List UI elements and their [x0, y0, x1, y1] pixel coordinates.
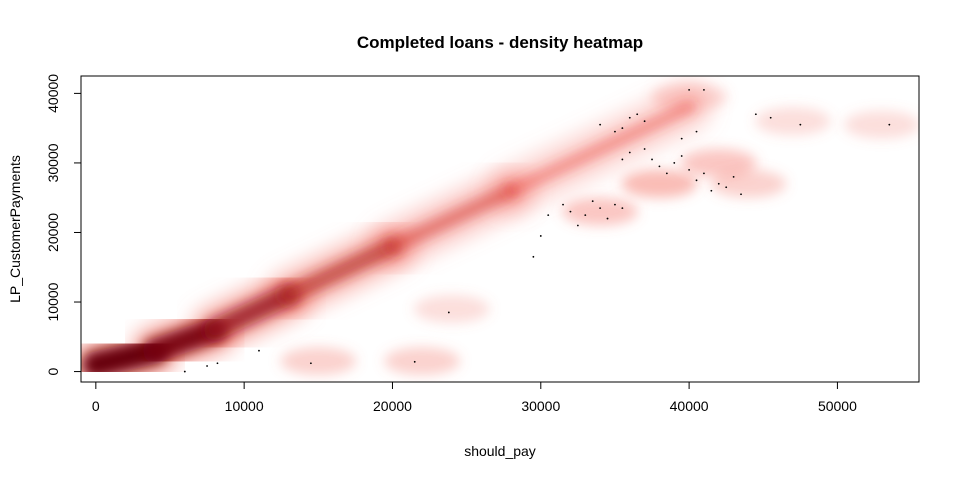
outlier-points — [183, 89, 891, 373]
density-blob — [413, 294, 490, 323]
outlier-point — [547, 214, 550, 216]
outlier-point — [599, 207, 602, 210]
outlier-point — [584, 214, 587, 216]
density-blob — [562, 197, 639, 226]
x-tick-label: 10000 — [225, 398, 264, 414]
y-tick-label: 40000 — [45, 74, 61, 113]
x-tick-label: 20000 — [373, 398, 412, 414]
outlier-point — [643, 120, 646, 123]
x-tick-label: 40000 — [670, 398, 709, 414]
outlier-point — [216, 362, 219, 365]
outlier-point — [628, 116, 631, 119]
x-axis-label: should_pay — [464, 443, 536, 459]
outlier-point — [680, 155, 683, 157]
density-blob — [280, 347, 357, 376]
outlier-point — [673, 162, 676, 164]
outlier-point — [413, 360, 416, 363]
x-axis: 0 10000 20000 30000 40000 50000 — [92, 381, 857, 414]
outlier-point — [576, 224, 579, 227]
outlier-point — [606, 217, 609, 220]
outlier-point — [532, 255, 535, 258]
outlier-point — [703, 172, 705, 175]
outlier-point — [569, 210, 572, 213]
outlier-point — [183, 370, 186, 373]
outlier-point — [539, 235, 542, 237]
outlier-point — [651, 158, 653, 161]
density-blob — [754, 107, 831, 136]
y-axis: 0 10000 20000 30000 40000 — [45, 74, 82, 375]
outlier-point — [754, 113, 757, 116]
outlier-point — [621, 158, 624, 161]
outlier-point — [599, 123, 602, 126]
outlier-point — [769, 116, 772, 119]
density-ridge — [385, 183, 519, 254]
density-layer — [81, 82, 919, 382]
outlier-point — [621, 207, 624, 210]
outlier-point — [725, 186, 728, 189]
density-blob — [384, 347, 461, 376]
outlier-point — [636, 113, 639, 116]
outlier-point — [658, 165, 661, 168]
y-tick-label: 20000 — [45, 213, 61, 252]
density-blob — [621, 169, 698, 198]
y-tick-label: 0 — [45, 367, 61, 375]
density-blob — [843, 110, 919, 139]
outlier-point — [680, 137, 683, 140]
density-ridge — [203, 284, 300, 341]
outlier-point — [695, 179, 698, 182]
outlier-point — [258, 349, 260, 352]
outlier-point — [665, 172, 668, 175]
outlier-point — [206, 365, 208, 367]
plot-area — [81, 82, 919, 382]
outlier-point — [799, 123, 802, 126]
outlier-point — [710, 189, 713, 192]
outlier-point — [643, 148, 646, 150]
outlier-point — [614, 130, 616, 133]
x-tick-label: 30000 — [521, 398, 560, 414]
outlier-point — [703, 89, 705, 91]
outlier-point — [562, 203, 564, 206]
y-tick-label: 10000 — [45, 282, 61, 321]
outlier-point — [717, 182, 720, 185]
outlier-point — [740, 193, 742, 196]
x-tick-label: 0 — [92, 398, 100, 414]
y-tick-label: 30000 — [45, 143, 61, 182]
outlier-point — [732, 175, 735, 178]
outlier-point — [695, 130, 698, 133]
outlier-point — [888, 123, 891, 126]
outlier-point — [447, 311, 450, 314]
y-axis-label: LP_CustomerPayments — [7, 155, 23, 303]
outlier-point — [309, 362, 312, 365]
density-blob — [710, 169, 787, 198]
chart-title: Completed loans - density heatmap — [357, 33, 643, 52]
x-tick-label: 50000 — [818, 398, 857, 414]
outlier-point — [591, 200, 594, 203]
density-ridge — [504, 101, 696, 197]
outlier-point — [614, 203, 616, 206]
outlier-point — [621, 127, 624, 130]
outlier-point — [688, 168, 691, 171]
density-ridge — [279, 237, 402, 305]
outlier-point — [628, 151, 631, 154]
density-blob — [680, 148, 757, 177]
outlier-point — [688, 89, 691, 91]
